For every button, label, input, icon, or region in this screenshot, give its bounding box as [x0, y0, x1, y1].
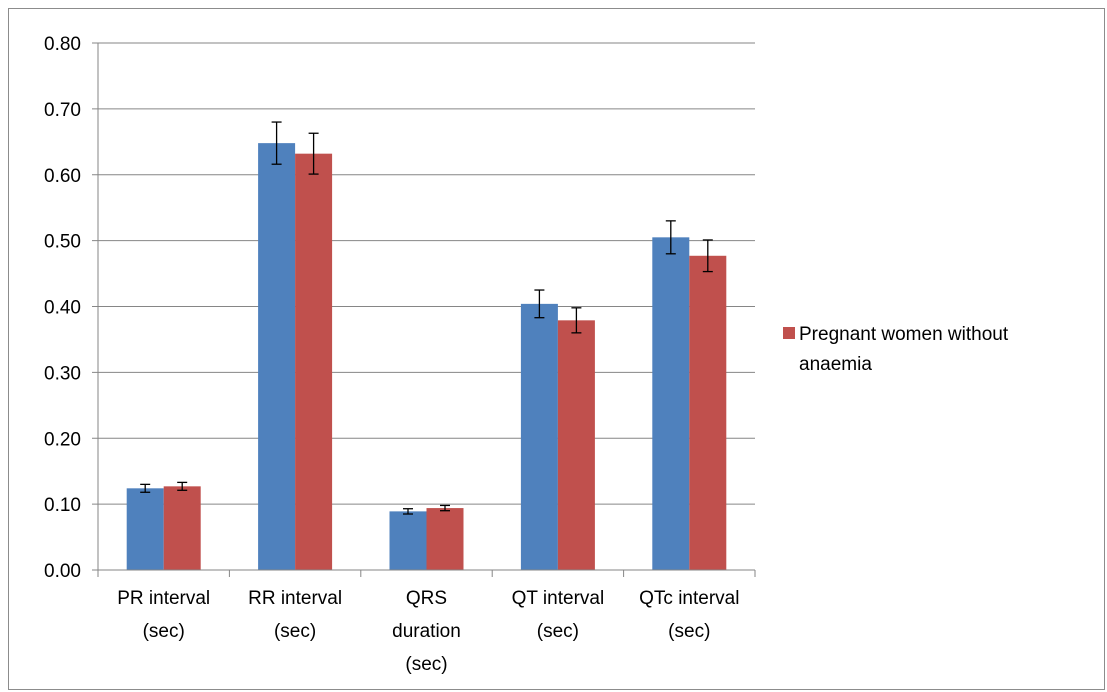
y-tick-label: 0.70	[44, 100, 81, 121]
bar	[163, 486, 201, 570]
x-category-label: (sec)	[537, 621, 579, 642]
y-tick-label: 0.60	[44, 166, 81, 187]
bar	[520, 303, 558, 570]
error-bars-layer	[140, 121, 713, 515]
bar	[652, 237, 690, 571]
y-tick-label: 0.40	[44, 298, 81, 319]
bar	[389, 511, 427, 570]
bar	[689, 255, 727, 570]
legend-label: Pregnant women without	[799, 324, 1009, 345]
y-tick-label: 0.50	[44, 232, 81, 253]
bar	[426, 508, 464, 570]
x-category-label: QT interval	[512, 588, 605, 609]
x-category-label: duration	[392, 621, 461, 642]
bar	[258, 143, 296, 570]
x-category-label: QTc interval	[639, 588, 739, 609]
y-tick-label: 0.20	[44, 429, 81, 450]
legend: Pregnant women without anaemia	[783, 324, 1009, 375]
bars-layer	[126, 143, 727, 571]
x-category-label: QRS	[406, 588, 447, 609]
x-category-label: PR interval	[117, 588, 210, 609]
chart-svg: 0.00 0.10 0.20 0.30 0.40 0.50 0.60 0.70 0.80 PR i…	[44, 34, 1009, 675]
y-tick-label: 0.30	[44, 363, 81, 384]
x-category-label: RR interval	[248, 588, 342, 609]
chart-frame: 0.00 0.10 0.20 0.30 0.40 0.50 0.60 0.70 0.80 PR i…	[8, 8, 1105, 690]
bar	[295, 153, 333, 571]
legend-swatch	[783, 327, 795, 339]
labels-layer: 0.00 0.10 0.20 0.30 0.40 0.50 0.60 0.70 0.80 PR i…	[44, 34, 739, 675]
x-category-label: (sec)	[143, 621, 185, 642]
y-tick-label: 0.10	[44, 495, 81, 516]
bar	[557, 320, 595, 570]
y-tick-label: 0.80	[44, 34, 81, 55]
grid-layer	[98, 42, 755, 505]
y-tick-label: 0.00	[44, 561, 81, 582]
bar	[126, 488, 164, 570]
legend-label: anaemia	[799, 354, 872, 375]
x-category-label: (sec)	[274, 621, 316, 642]
x-category-label: (sec)	[668, 621, 710, 642]
axis-layer	[92, 42, 756, 577]
x-category-label: (sec)	[405, 654, 447, 675]
